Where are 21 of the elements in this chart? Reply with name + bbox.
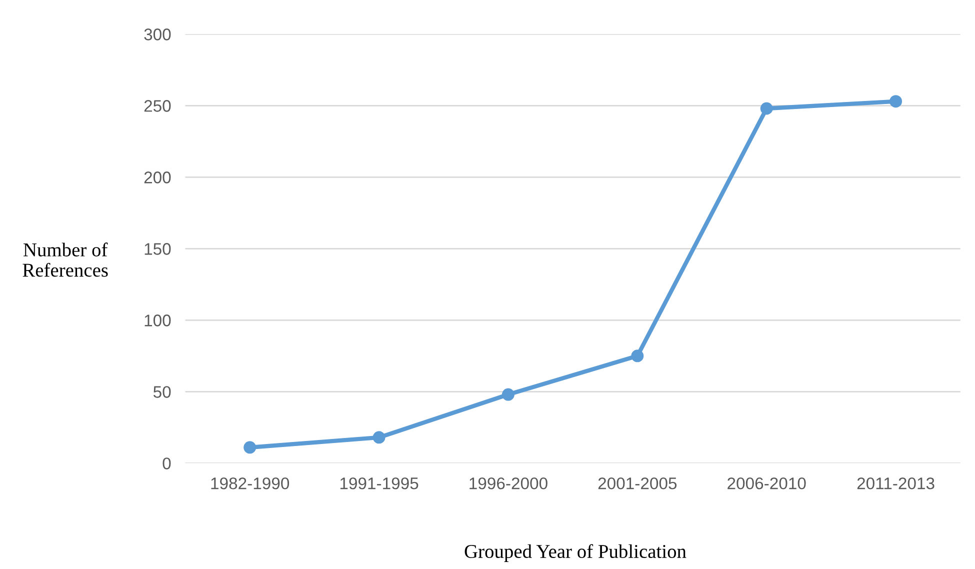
point	[502, 388, 514, 401]
x-tick-label: 1982-1990	[211, 477, 290, 490]
point	[244, 441, 256, 454]
x-tick-label: 1996-2000	[470, 477, 548, 490]
y-tick-label: 150	[144, 243, 171, 255]
y-tick-label: 250	[144, 100, 171, 112]
point	[372, 431, 386, 444]
y-axis-title: Number of References	[22, 242, 108, 277]
y-tick-label: 0	[162, 458, 171, 470]
point	[760, 102, 773, 115]
point	[631, 350, 644, 362]
y-tick-label: 200	[144, 172, 171, 184]
y-tick-label: 100	[144, 314, 171, 326]
x-tick-label: 2011-2013	[857, 477, 934, 490]
x-axis-title: Grouped Year of Publication	[464, 544, 686, 562]
point	[890, 95, 902, 108]
y-tick-label: 300	[144, 28, 171, 40]
x-tick-label: 1991-1995	[340, 477, 418, 490]
y-tick-label: 50	[153, 386, 171, 398]
x-tick-label: 2006-2010	[728, 477, 806, 490]
x-tick-label: 2001-2005	[598, 477, 677, 490]
